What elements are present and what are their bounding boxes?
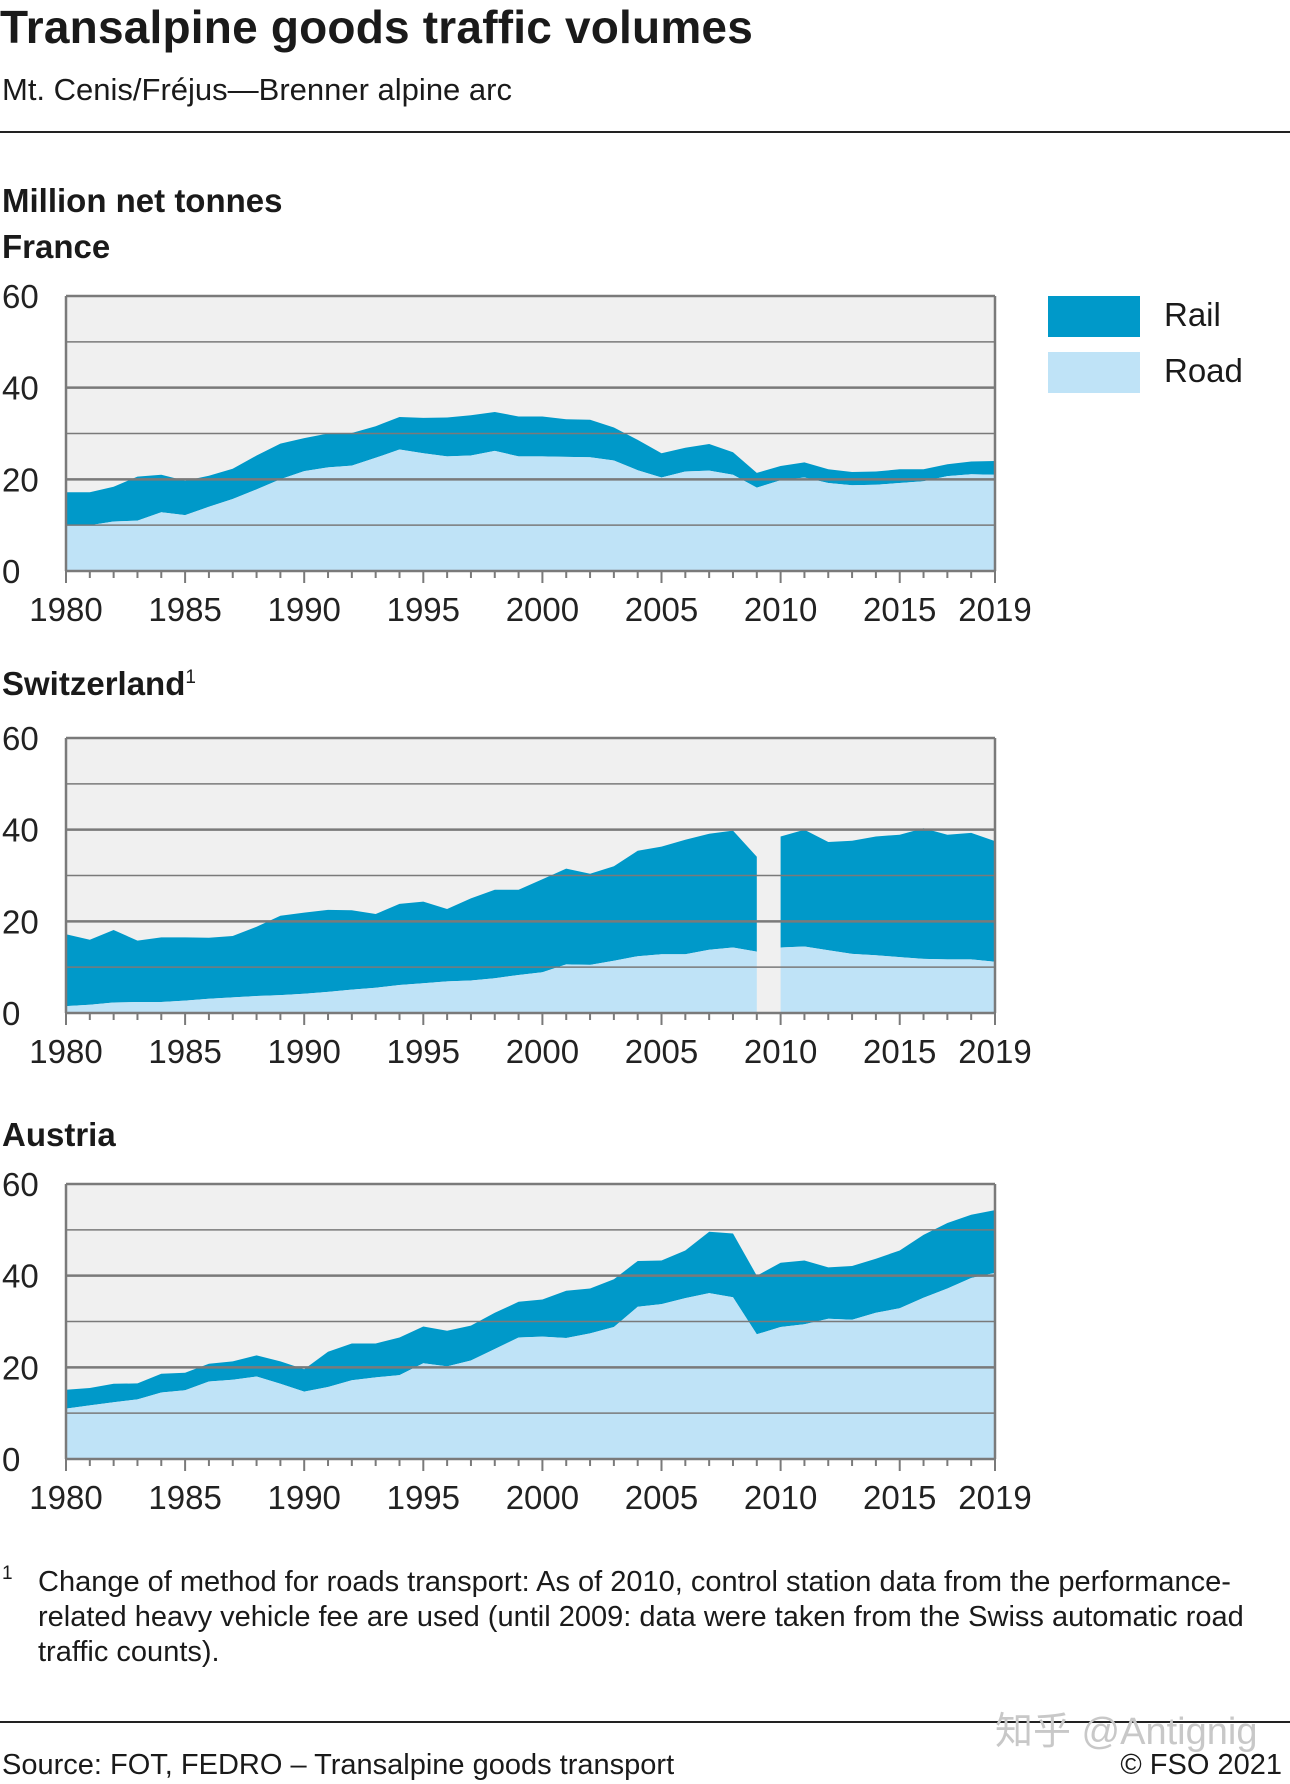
legend-swatch-rail (1048, 296, 1140, 337)
y-tick-label: 60 (2, 1168, 39, 1203)
x-tick-label: 1990 (267, 1033, 340, 1070)
france-area-chart: 0 20 40 60 1980 1985 1990 1995 2000 2005 2010 2015 2… (2, 280, 1032, 628)
y-tick-label: 20 (2, 461, 39, 498)
x-tick-label: 2000 (506, 1033, 579, 1070)
footnote-ref: 1 (185, 667, 196, 688)
rail-area-1 (780, 828, 995, 962)
x-tick-label: 2005 (625, 591, 698, 628)
y-tick-label: 0 (2, 553, 20, 590)
legend-label-rail: Rail (1164, 296, 1221, 333)
x-tick-label: 1985 (148, 1479, 221, 1516)
road-area-1 (780, 946, 995, 1013)
x-tick-label: 1990 (267, 1479, 340, 1516)
y-tick-label: 0 (2, 995, 20, 1032)
x-tick-label: 2000 (506, 1479, 579, 1516)
x-tick-label: 2010 (744, 1479, 817, 1516)
source-note: Source: FOT, FEDRO – Transalpine goods t… (2, 1749, 675, 1781)
unit-label: Million net tonnes (2, 182, 283, 219)
bottom-divider (0, 1721, 1290, 1723)
y-tick-label: 40 (2, 812, 39, 849)
x-tick-label: 1990 (267, 591, 340, 628)
x-tick-label: 1995 (387, 591, 460, 628)
legend-label-road: Road (1164, 352, 1243, 389)
x-tick-label: 1995 (387, 1033, 460, 1070)
x-tick-label: 2015 (863, 1479, 936, 1516)
rail-area-0 (66, 830, 757, 1007)
footnote-mark: 1 (2, 1563, 13, 1584)
rail-area-0 (66, 1210, 995, 1409)
chart-title: Transalpine goods traffic volumes (0, 1, 753, 53)
y-tick-label: 40 (2, 1258, 39, 1295)
x-tick-label: 2019 (958, 1033, 1031, 1070)
x-tick-label: 2005 (625, 1033, 698, 1070)
x-tick-label: 2010 (744, 1033, 817, 1070)
panel-title-switzerland-text: Switzerland (2, 665, 186, 702)
x-tick-label: 1980 (29, 1033, 102, 1070)
x-tick-label: 2005 (625, 1479, 698, 1516)
y-tick-label: 20 (2, 903, 39, 940)
chart-subtitle: Mt. Cenis/Fréjus—Brenner alpine arc (2, 72, 512, 107)
y-tick-label: 60 (2, 280, 39, 315)
y-tick-label: 60 (2, 722, 39, 757)
legend-swatch-road (1048, 352, 1140, 393)
panel-title-austria: Austria (2, 1116, 116, 1153)
x-tick-label: 2015 (863, 591, 936, 628)
top-divider (0, 131, 1290, 133)
panel-title-switzerland: Switzerland1 (2, 665, 196, 703)
x-tick-label: 1995 (387, 1479, 460, 1516)
y-tick-label: 20 (2, 1349, 39, 1386)
x-tick-label: 2019 (958, 1479, 1031, 1516)
copyright: © FSO 2021 (1120, 1749, 1282, 1781)
watermark: 知乎 @Antignig (995, 1711, 1258, 1753)
y-tick-label: 40 (2, 370, 39, 407)
footnote-text: Change of method for roads transport: As… (38, 1566, 1244, 1668)
x-tick-label: 1985 (148, 1033, 221, 1070)
x-tick-label: 1980 (29, 591, 102, 628)
x-tick-label: 2010 (744, 591, 817, 628)
y-tick-label: 0 (2, 1441, 20, 1478)
austria-area-chart: 0 20 40 60 1980 1985 1990 1995 2000 2005 2010 2015 2… (2, 1168, 1032, 1516)
x-tick-label: 2000 (506, 591, 579, 628)
x-tick-label: 1985 (148, 591, 221, 628)
rail-area-0 (66, 412, 995, 526)
road-area-0 (66, 947, 757, 1013)
panel-title-france: France (2, 228, 111, 265)
x-tick-label: 2015 (863, 1033, 936, 1070)
x-tick-label: 2019 (958, 591, 1031, 628)
switzerland-area-chart: 0 20 40 60 1980 1985 1990 1995 2000 2005 2010 2015 2… (2, 722, 1032, 1070)
x-tick-label: 1980 (29, 1479, 102, 1516)
